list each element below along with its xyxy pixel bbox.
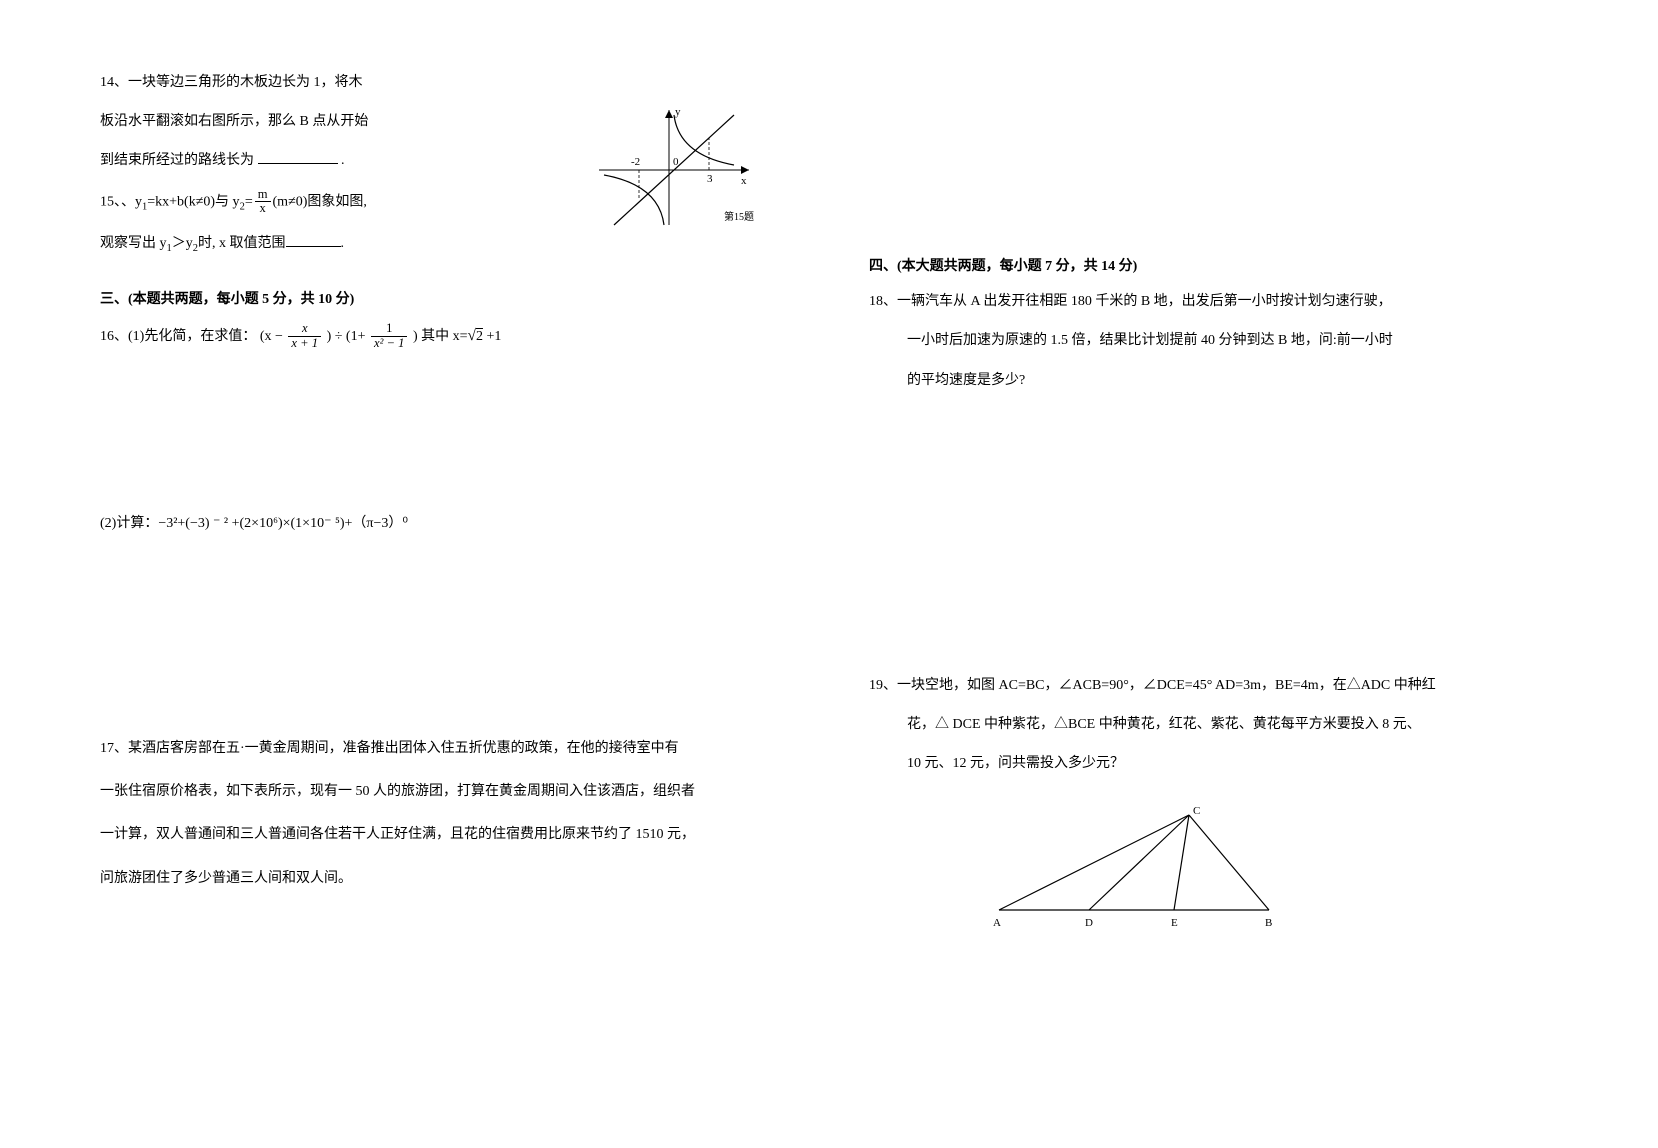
blank-q15 [286,233,341,247]
q14-line2: 板沿水平翻滚如右图所示，那么 B 点从开始 [100,109,569,134]
q16-pre: 16、(1)先化简，在求值： (x − [100,329,283,344]
q19-l2: 花，△ DCE 中种紫花，△BCE 中种黄花，红花、紫花、黄花每平方米要投入 8… [907,712,1578,737]
section4-title: 四、(本大题共两题，每小题 7 分，共 14 分) [869,254,1578,279]
q19-l1: 19、一块空地，如图 AC=BC，∠ACB=90°，∠DCE=45° AD=3m… [869,673,1578,698]
q16-f2-den: x² − 1 [371,337,407,351]
fig15-label-0: 0 [673,156,679,168]
q15-l2-end: . [341,236,345,251]
q15-pre: 15、、y [100,194,142,209]
fig15-label-neg2: -2 [631,156,640,168]
fig15-label-x: x [741,175,747,187]
fig15-caption: 第15题 [724,210,754,223]
q15-frac: mx [255,188,271,217]
q16-f1-den: x + 1 [288,337,321,351]
q16-end2: +1 [483,329,501,344]
q16-f2-num: 1 [371,322,407,337]
q15-l2c: 时, x 取值范围 [198,236,286,251]
q16-mid: ) ÷ (1+ [327,329,366,344]
figure-15: -2 0 3 x y 第15题 [589,100,769,240]
q17-l3: 一计算，双人普通间和三人普通间各住若干人正好住满，且花的住宿费用比原来节约了 1… [100,822,769,847]
q16-line1: 16、(1)先化简，在求值： (x − xx + 1 ) ÷ (1+ 1x² −… [100,322,769,351]
figure-19-triangle: A D E B C [969,800,1299,930]
q16-frac2: 1x² − 1 [371,322,407,351]
fig19-B: B [1265,917,1272,929]
q18-l1: 18、一辆汽车从 A 出发开往相距 180 千米的 B 地，出发后第一小时按计划… [869,289,1578,314]
q16-sqrt: 2 [476,329,483,344]
q14-line3-end: . [341,153,345,168]
q16-part2: (2)计算：−3²+(−3) ⁻ ² +(2×10⁶)×(1×10⁻ ⁵)+（π… [100,511,769,536]
q14-line3-text: 到结束所经过的路线长为 [100,153,254,168]
q19-l3: 10 元、12 元，问共需投入多少元？ [907,751,1578,776]
blank-q14 [258,150,338,164]
q15-mid3: (m≠0)图象如图, [273,194,367,209]
q15-mid1: =kx+b(k≠0)与 y [147,194,239,209]
q14-line1: 14、一块等边三角形的木板边长为 1，将木 [100,70,569,95]
fig15-label-3: 3 [707,173,713,185]
q17-l4: 问旅游团住了多少普通三人间和双人间。 [100,866,769,891]
q18-l2: 一小时后加速为原速的 1.5 倍，结果比计划提前 40 分钟到达 B 地，问:前… [907,328,1578,353]
fig19-D: D [1085,917,1093,929]
q18-l3: 的平均速度是多少? [907,368,1578,393]
q15-l2a: 观察写出 y [100,236,167,251]
q16-frac1: xx + 1 [288,322,321,351]
q15-line1: 15、、y1=kx+b(k≠0)与 y2=mx(m≠0)图象如图, [100,188,569,217]
q15-frac-den: x [255,202,271,216]
fig15-label-y: y [675,106,681,118]
q15-mid2: = [245,194,253,209]
fig19-E: E [1171,917,1178,929]
fig19-A: A [993,917,1001,929]
fig19-C: C [1193,805,1200,817]
q15-frac-num: m [255,188,271,203]
q15-l2b: ＞y [172,236,193,251]
q17-l2: 一张住宿原价格表，如下表所示，现有一 50 人的旅游团，打算在黄金周期间入住该酒… [100,779,769,804]
q14-line3: 到结束所经过的路线长为 . [100,148,569,173]
q16-end1: ) 其中 x= [413,329,468,344]
q16-f1-num: x [288,322,321,337]
section3-title: 三、(本题共两题，每小题 5 分，共 10 分) [100,287,769,312]
q15-line2: 观察写出 y1＞y2时, x 取值范围. [100,231,569,259]
q17-l1: 17、某酒店客房部在五·一黄金周期间，准备推出团体入住五折优惠的政策，在他的接待… [100,736,769,761]
